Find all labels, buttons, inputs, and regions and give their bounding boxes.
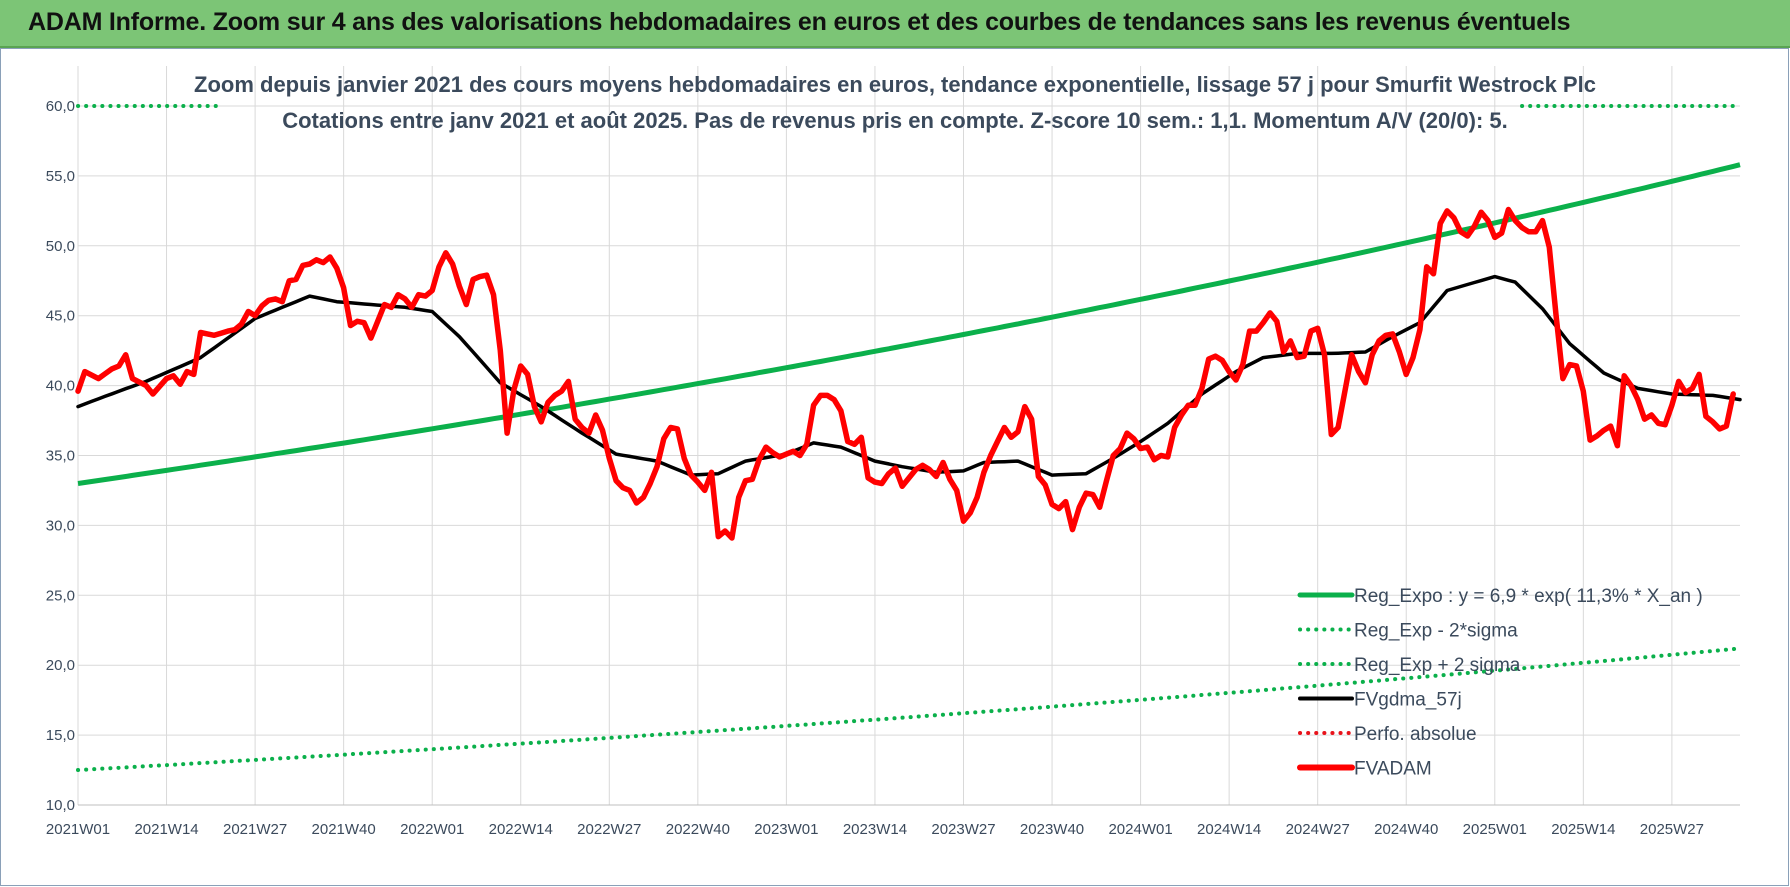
x-tick-label: 2024W27 [1286,821,1350,838]
y-tick-label: 50,0 [46,238,75,255]
y-tick-label: 30,0 [46,517,75,534]
legend-label: Reg_Expo : y = 6,9 * exp( 11,3% * X_an ) [1354,586,1703,607]
x-tick-label: 2021W40 [312,821,376,838]
series-3-line [76,274,1742,477]
x-tick-label: 2023W27 [931,821,995,838]
legend-label: Reg_Exp - 2*sigma [1354,621,1518,642]
legend: Reg_Expo : y = 6,9 * exp( 11,3% * X_an )… [1297,586,1703,780]
y-tick-label: 40,0 [46,378,75,395]
header-bar: ADAM Informe. Zoom sur 4 ans des valoris… [0,0,1790,48]
x-tick-label: 2022W14 [489,821,553,838]
x-tick-label: 2022W01 [400,821,464,838]
x-tick-label: 2025W01 [1463,821,1527,838]
legend-label: Reg_Exp + 2 sigma [1354,655,1521,676]
series-5-line [75,206,1736,541]
legend-label: FVgdma_57j [1354,690,1462,711]
y-tick-label: 20,0 [46,657,75,674]
chart-title-line-2: Cotations entre janv 2021 et août 2025. … [282,108,1508,133]
chart-title-line-1: Zoom depuis janvier 2021 des cours moyen… [194,72,1596,97]
x-tick-label: 2021W01 [46,821,110,838]
x-tick-label: 2021W27 [223,821,287,838]
legend-label: Perfo. absolue [1354,724,1477,745]
x-tick-label: 2021W14 [134,821,198,838]
series-1-line [76,646,1742,772]
series-0-line [77,162,1741,486]
y-tick-label: 25,0 [46,587,75,604]
y-tick-label: 15,0 [46,727,75,744]
y-tick-label: 45,0 [46,308,75,325]
grid-lines [77,66,1740,806]
legend-label: FVADAM [1354,759,1432,780]
y-tick-label: 10,0 [46,797,75,814]
y-tick-label: 60,0 [46,98,75,115]
page-title: ADAM Informe. Zoom sur 4 ans des valoris… [28,8,1571,36]
x-tick-label: 2022W27 [577,821,641,838]
x-tick-label: 2025W14 [1551,821,1615,838]
series-lines [75,104,1742,772]
x-tick-label: 2025W27 [1640,821,1704,838]
y-tick-label: 35,0 [46,448,75,465]
x-tick-label: 2023W40 [1020,821,1084,838]
x-tick-label: 2024W01 [1108,821,1172,838]
x-tick-label: 2023W01 [754,821,818,838]
x-tick-label: 2023W14 [843,821,907,838]
x-tick-label: 2022W40 [666,821,730,838]
axis-ticks: 10,0 15,0 20,0 25,0 30,0 35,0 40,0 45,0 50,0 55,0… [46,98,1740,838]
y-tick-label: 55,0 [46,168,75,185]
x-tick-label: 2024W14 [1197,821,1261,838]
x-tick-label: 2024W40 [1374,821,1438,838]
